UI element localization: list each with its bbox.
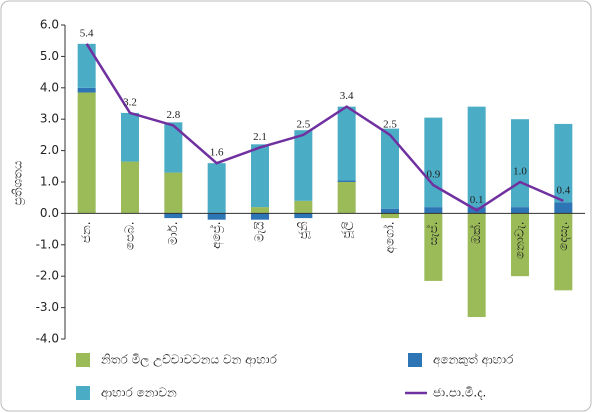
y-tick-label: 6.0	[40, 18, 59, 32]
bar-segment	[511, 213, 529, 277]
data-label: 0.9	[426, 169, 440, 181]
data-label: 1.6	[210, 147, 224, 159]
x-tick-label: ඔක්.	[469, 221, 483, 243]
bar-segment	[554, 202, 573, 214]
x-tick-label: අගෝ.	[383, 221, 398, 253]
legend-label: ජා.පා.මි.ද.	[433, 386, 486, 400]
x-tick-label: සැප්.	[426, 221, 440, 245]
legend-swatch	[76, 353, 90, 367]
bar-segment	[77, 92, 96, 214]
bar-segment	[294, 213, 313, 219]
data-label: 3.4	[340, 90, 354, 102]
bar-segment	[554, 213, 573, 291]
x-tick-label: ජන.	[79, 221, 93, 243]
bar-segment	[121, 161, 139, 214]
bar-segment	[424, 207, 443, 214]
y-tick-label: 1.0	[40, 175, 59, 189]
x-tick-label: ජූලි	[339, 221, 354, 238]
bar-segment	[381, 208, 399, 214]
bar-segment	[381, 128, 399, 209]
data-label: 2.1	[253, 131, 267, 143]
y-tick-label: 3.0	[40, 112, 59, 126]
x-tick-label: මාර්.	[166, 221, 180, 245]
data-label: 0.4	[556, 184, 570, 196]
x-tick-label: ජූනි	[296, 221, 311, 239]
bar-segment	[164, 213, 183, 219]
legend-label: නිතර මිල උච්චාවචනය වන ආහාර	[101, 353, 278, 368]
legend-swatch	[408, 353, 422, 367]
x-tick-label: අප්‍රේ.	[209, 221, 224, 249]
bar-segment	[337, 106, 356, 181]
y-tick-label: -4.0	[36, 332, 59, 346]
data-label: 5.4	[80, 27, 94, 39]
bar-segment	[207, 163, 226, 214]
bar-segment	[381, 213, 399, 219]
bar-segment	[251, 207, 269, 214]
bar-segment	[77, 87, 96, 93]
y-axis-label: ප්‍රතිශතය	[11, 160, 26, 205]
bar-segment	[77, 43, 96, 88]
bar-segment	[251, 213, 269, 220]
x-tick-label: නොවැ.	[513, 221, 527, 259]
legend-swatch	[76, 386, 90, 400]
bar-segment	[424, 213, 443, 281]
bar-segment	[424, 117, 443, 208]
bar-segment	[467, 106, 486, 208]
bar-segment	[337, 182, 356, 214]
legend-label: අනෙකුත් ආහාර	[433, 352, 514, 367]
bar-segment	[511, 119, 529, 208]
y-tick-label: 4.0	[40, 80, 59, 94]
y-tick-label: -1.0	[36, 237, 59, 251]
bar-segment	[511, 207, 529, 214]
bar-segment	[294, 130, 313, 201]
y-tick-label: 5.0	[40, 49, 59, 63]
legend-label: ආහාර නොවන	[101, 386, 177, 401]
bar-segment	[121, 112, 139, 162]
data-label: 3.2	[123, 96, 137, 108]
x-tick-label: පෙබ.	[123, 221, 137, 250]
y-tick-label: -3.0	[36, 300, 59, 314]
y-tick-label: -2.0	[36, 269, 59, 283]
bar-segment	[251, 144, 269, 208]
data-label: 2.5	[383, 118, 397, 130]
line-series	[85, 43, 564, 212]
bar-segment	[164, 122, 183, 173]
bar-segment	[294, 200, 313, 214]
y-tick-label: 2.0	[40, 143, 59, 157]
data-label: 1.0	[513, 166, 527, 178]
bar-segment	[164, 172, 183, 214]
bar-segment	[467, 213, 486, 318]
x-tick-label: මැයි	[253, 221, 267, 242]
bar-segment	[207, 213, 226, 220]
x-tick-label: දෙසැ.	[556, 221, 570, 250]
bar-segment	[337, 180, 356, 182]
data-label: 2.5	[296, 118, 310, 130]
data-label: 0.1	[470, 194, 484, 206]
data-label: 2.8	[166, 109, 180, 121]
y-tick-label: 0.0	[40, 206, 59, 220]
bar-segment	[554, 123, 573, 203]
